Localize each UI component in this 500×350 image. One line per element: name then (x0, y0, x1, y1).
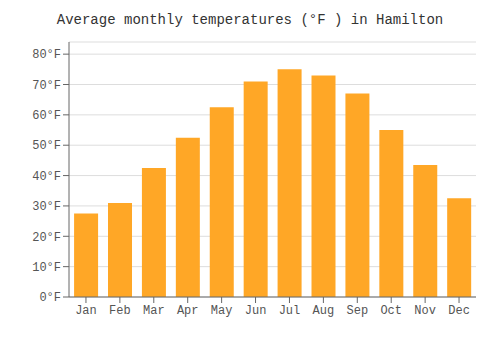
svg-text:Dec: Dec (448, 304, 470, 318)
svg-text:Jan: Jan (75, 304, 97, 318)
svg-text:0°F: 0°F (39, 291, 61, 305)
svg-text:20°F: 20°F (32, 231, 61, 245)
svg-text:60°F: 60°F (32, 109, 61, 123)
svg-text:Aug: Aug (313, 304, 335, 318)
svg-text:70°F: 70°F (32, 79, 61, 93)
svg-text:50°F: 50°F (32, 139, 61, 153)
svg-text:Sep: Sep (346, 304, 368, 318)
svg-text:Oct: Oct (380, 304, 402, 318)
svg-text:Apr: Apr (177, 304, 199, 318)
svg-text:Mar: Mar (143, 304, 165, 318)
svg-text:40°F: 40°F (32, 170, 61, 184)
html-text:Average monthly temperatures (: Average monthly temperatures (°F ) in Ha… (56, 12, 444, 28)
svg-text:80°F: 80°F (32, 48, 61, 62)
svg-text:Nov: Nov (414, 304, 436, 318)
svg-text:Jun: Jun (245, 304, 267, 318)
svg-text:30°F: 30°F (32, 200, 61, 214)
svg-text:Jul: Jul (279, 304, 301, 318)
svg-text:10°F: 10°F (32, 261, 61, 275)
svg-text:May: May (211, 304, 233, 318)
svg-text:Feb: Feb (109, 304, 131, 318)
